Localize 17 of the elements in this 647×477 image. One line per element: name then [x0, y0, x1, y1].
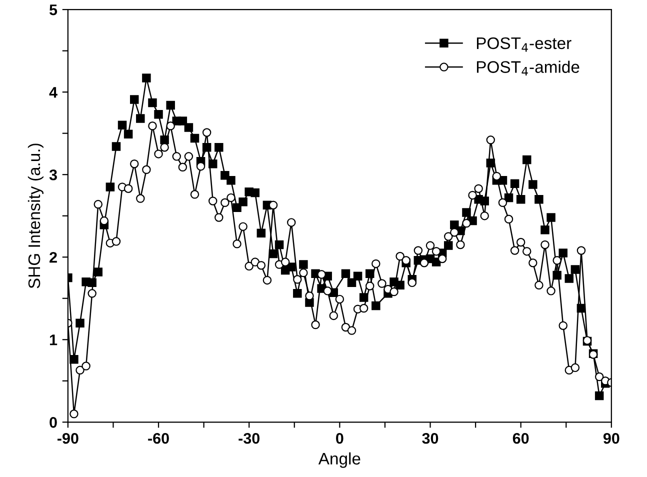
- y-tick-label: 5: [49, 4, 58, 16]
- x-tick-label: 90: [603, 432, 620, 444]
- y-tick-label: 4: [49, 87, 58, 98]
- x-tick-label: -90: [57, 432, 78, 444]
- y-tick-label: 3: [49, 169, 57, 180]
- y-tick-label: 1: [50, 334, 58, 346]
- x-tick-label: -60: [148, 432, 169, 444]
- x-axis-title: Angle: [318, 452, 360, 468]
- y-tick-label: 0: [50, 417, 57, 428]
- x-tick-label: -30: [238, 432, 260, 444]
- y-axis-title: SHG Intensity (a.u.): [28, 144, 44, 288]
- x-tick-label: 0: [336, 432, 344, 444]
- y-tick-label: 2: [50, 252, 57, 263]
- x-tick-label: 60: [512, 432, 529, 444]
- legend-label: POST$_{4}$-amide: [476, 60, 580, 76]
- legend-label: POST$_{4}$-ester: [476, 37, 572, 52]
- x-tick-label: 30: [422, 432, 438, 444]
